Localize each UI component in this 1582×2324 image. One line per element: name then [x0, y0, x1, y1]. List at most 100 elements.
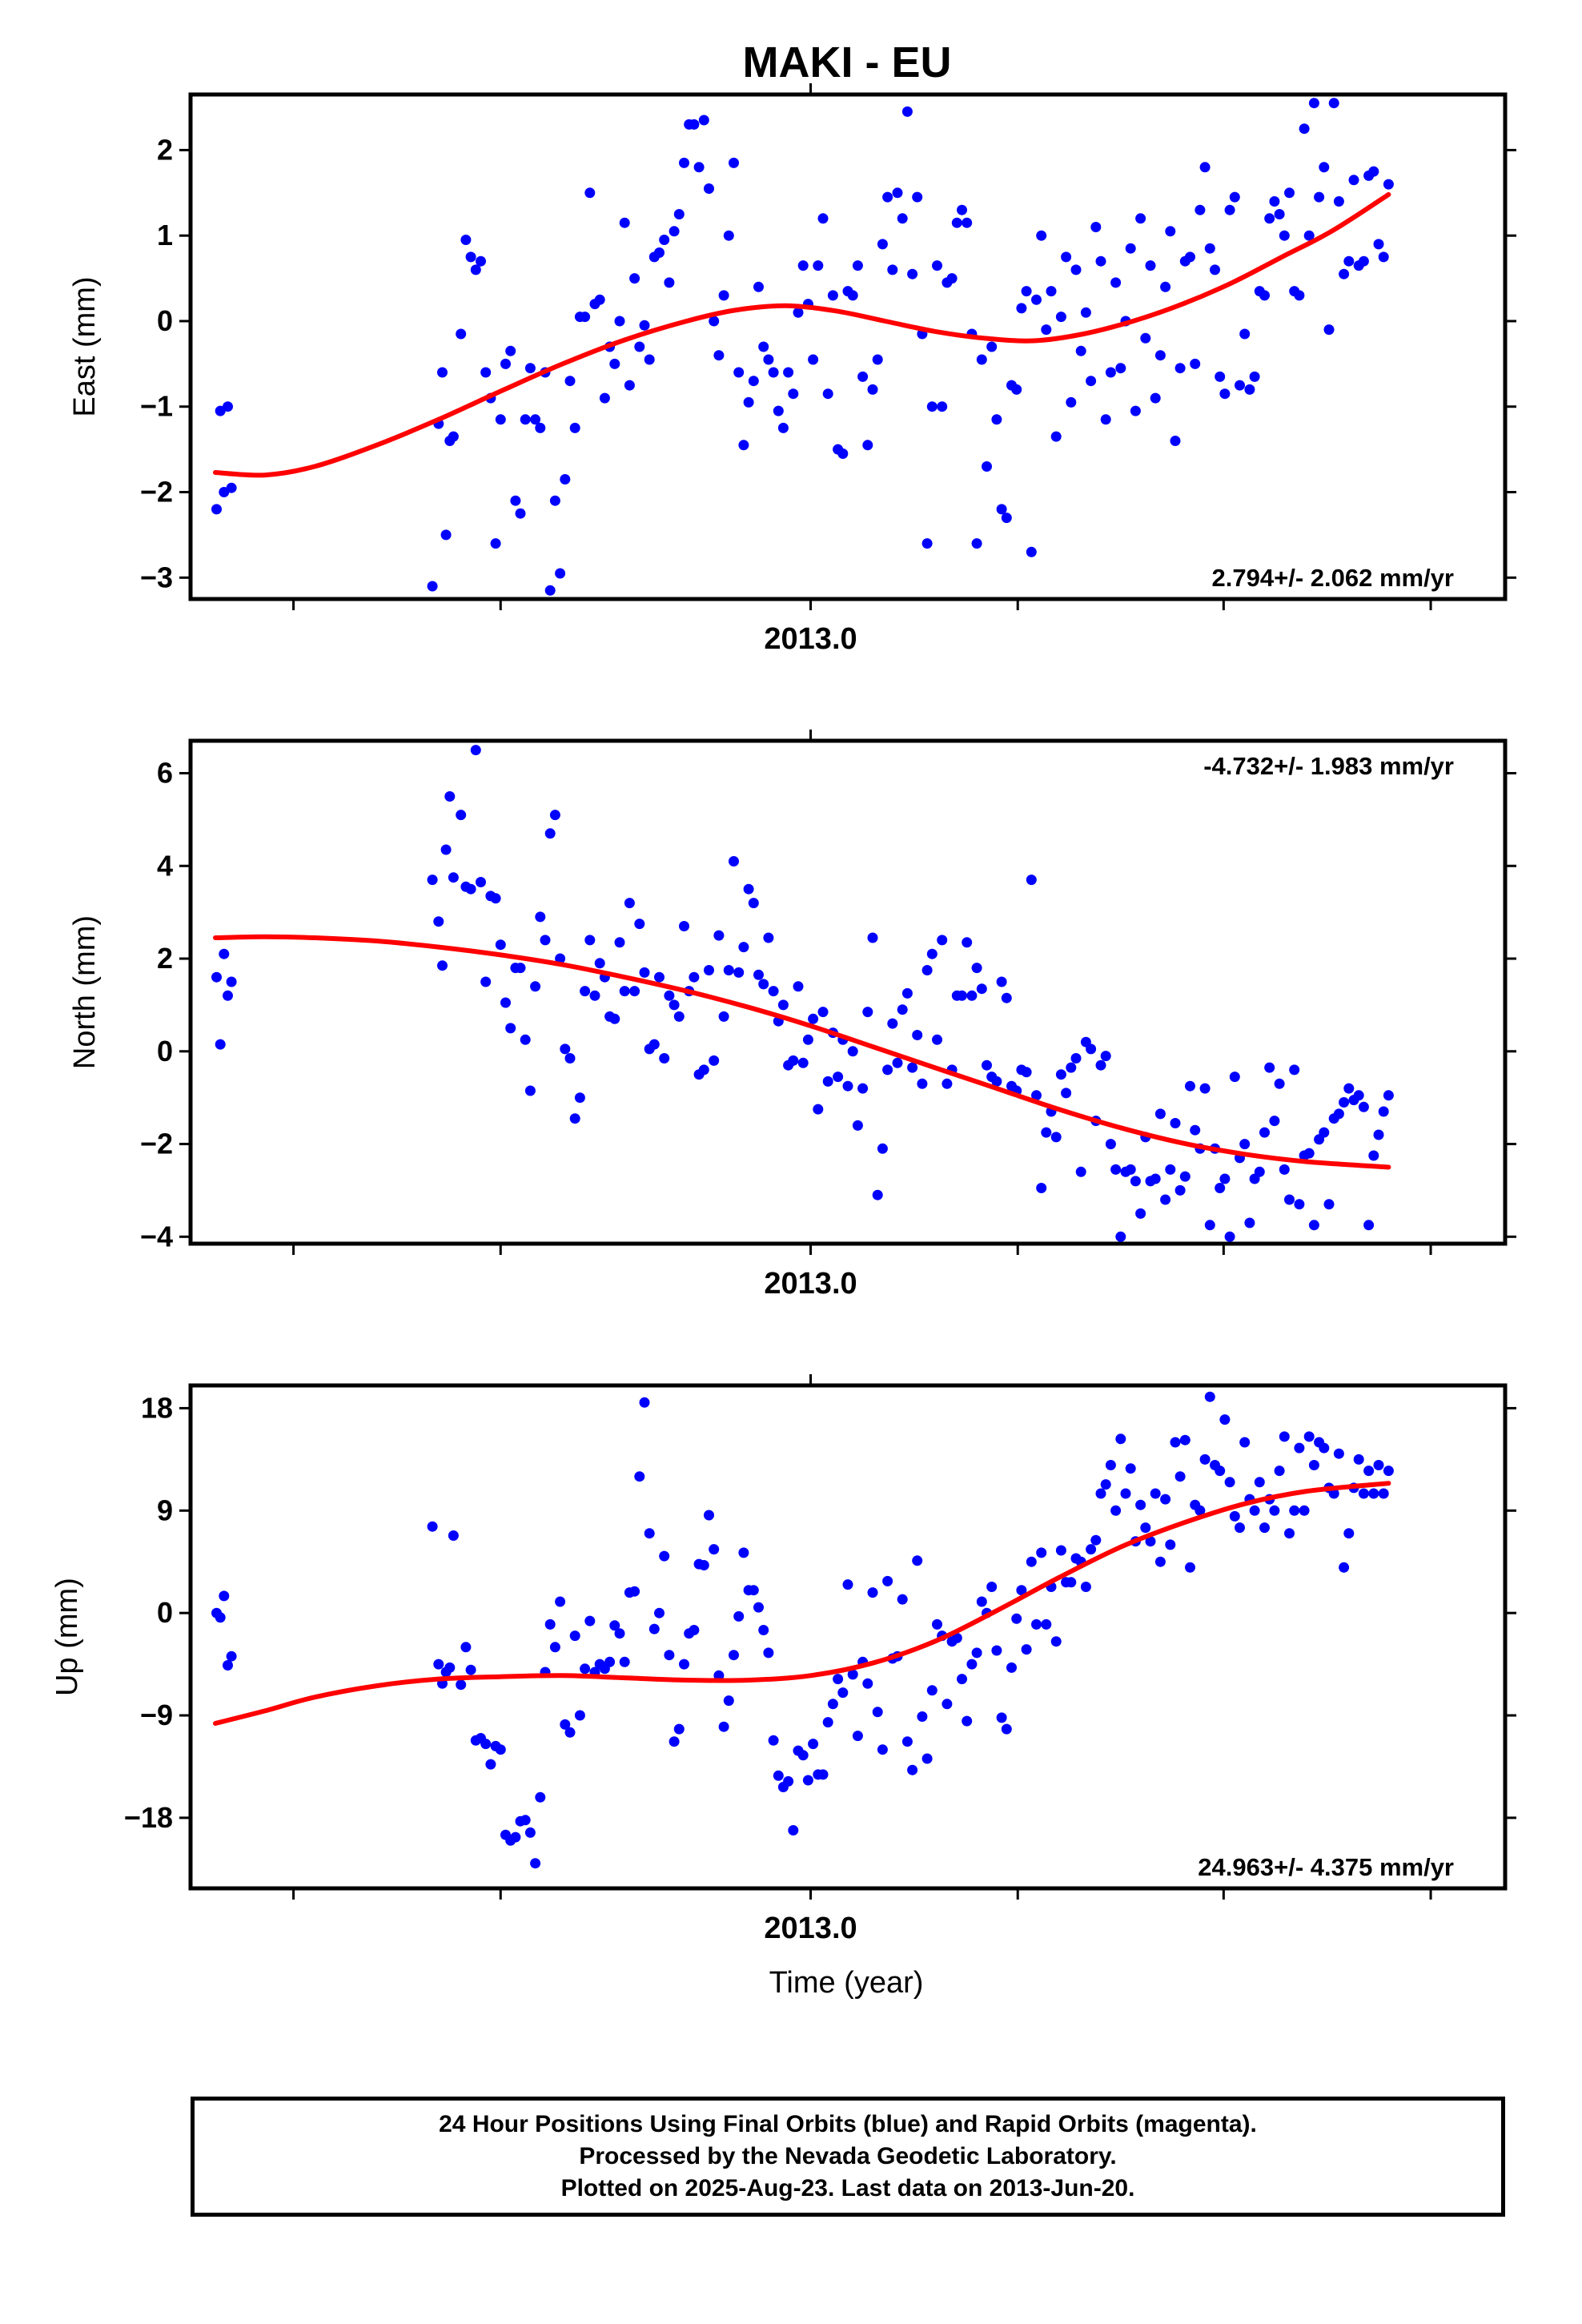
data-point — [1303, 1431, 1315, 1442]
data-point — [837, 448, 849, 459]
data-point — [773, 405, 784, 416]
data-point — [1086, 376, 1097, 387]
data-point — [822, 1717, 833, 1728]
data-point — [1140, 332, 1151, 344]
data-point — [862, 1007, 873, 1018]
data-point — [738, 942, 749, 953]
data-point — [1185, 251, 1195, 263]
data-point — [1154, 1108, 1166, 1120]
data-point — [1135, 1208, 1146, 1219]
data-point — [733, 967, 745, 978]
data-point — [777, 999, 789, 1011]
data-point — [753, 1602, 764, 1613]
data-point — [1150, 1173, 1161, 1184]
data-point — [564, 376, 576, 387]
data-point — [1174, 1184, 1186, 1196]
data-point — [1368, 1150, 1379, 1161]
data-point — [827, 290, 838, 301]
data-point — [440, 844, 452, 855]
data-point — [808, 354, 819, 365]
data-point — [852, 1731, 863, 1742]
data-point — [713, 350, 725, 361]
data-point — [673, 1723, 685, 1735]
data-point — [1343, 1528, 1355, 1539]
data-point — [634, 919, 645, 930]
data-point — [659, 1550, 670, 1562]
data-point — [729, 1650, 739, 1661]
data-point — [797, 1057, 809, 1068]
data-point — [822, 388, 833, 400]
data-point — [669, 999, 680, 1011]
data-point — [1235, 1522, 1245, 1534]
data-point — [1383, 1090, 1394, 1101]
data-point — [1165, 226, 1176, 237]
data-point — [1170, 1118, 1181, 1128]
data-point — [448, 1530, 459, 1541]
data-point — [456, 810, 467, 821]
data-point — [1086, 1544, 1097, 1555]
data-point — [1150, 392, 1161, 404]
data-point — [1319, 1442, 1330, 1454]
data-point — [1215, 1183, 1226, 1193]
data-point — [555, 568, 566, 579]
data-point — [872, 354, 883, 365]
data-point — [226, 1651, 237, 1662]
data-point — [1185, 1080, 1195, 1092]
data-point — [1055, 312, 1066, 323]
data-point — [926, 401, 938, 412]
data-point — [1115, 363, 1126, 374]
data-point — [783, 1775, 794, 1787]
data-point — [921, 538, 933, 549]
data-point — [654, 1607, 665, 1618]
data-point — [802, 1034, 813, 1045]
data-point — [540, 935, 551, 946]
data-point — [223, 401, 233, 412]
data-point — [808, 1739, 819, 1750]
data-point — [817, 1769, 829, 1780]
data-point — [659, 235, 670, 245]
data-point — [887, 264, 898, 275]
data-point — [1328, 98, 1339, 109]
y-tick-label: −2 — [140, 476, 173, 509]
data-point — [957, 990, 967, 1001]
data-point — [569, 1113, 580, 1124]
data-point — [427, 581, 438, 592]
data-point — [698, 1560, 709, 1570]
data-point — [1339, 1097, 1350, 1108]
data-point — [788, 1825, 799, 1835]
data-point — [609, 1013, 620, 1024]
data-point — [932, 1034, 942, 1045]
data-point — [1339, 1562, 1350, 1573]
data-point — [976, 983, 987, 995]
data-point — [1070, 1053, 1082, 1063]
data-point — [808, 1013, 819, 1024]
data-point — [1219, 1414, 1231, 1425]
plot-frame — [188, 1383, 1508, 1891]
data-point — [793, 307, 804, 318]
rate-annotation: 2.794+/- 2.062 mm/yr — [1212, 564, 1454, 592]
data-point — [1100, 1051, 1111, 1062]
data-point — [520, 1815, 531, 1826]
data-point — [867, 1587, 878, 1598]
y-tick-label: −9 — [140, 1699, 173, 1731]
data-point — [476, 877, 486, 887]
data-point — [1179, 1434, 1191, 1445]
data-point — [709, 316, 720, 327]
data-point — [448, 431, 459, 442]
data-point — [788, 1055, 799, 1066]
data-point — [1100, 1479, 1111, 1490]
data-point — [937, 401, 948, 412]
data-point — [946, 273, 958, 284]
data-point — [1095, 255, 1106, 267]
data-point — [549, 495, 560, 506]
data-point — [520, 414, 531, 425]
data-point — [1343, 1083, 1355, 1094]
data-point — [704, 183, 714, 194]
data-point — [1130, 1176, 1141, 1187]
data-point — [1224, 1231, 1235, 1242]
data-point — [842, 1080, 853, 1092]
data-point — [456, 328, 467, 340]
data-point — [1006, 1662, 1017, 1673]
data-point — [564, 1727, 576, 1738]
data-point — [1254, 1166, 1265, 1177]
